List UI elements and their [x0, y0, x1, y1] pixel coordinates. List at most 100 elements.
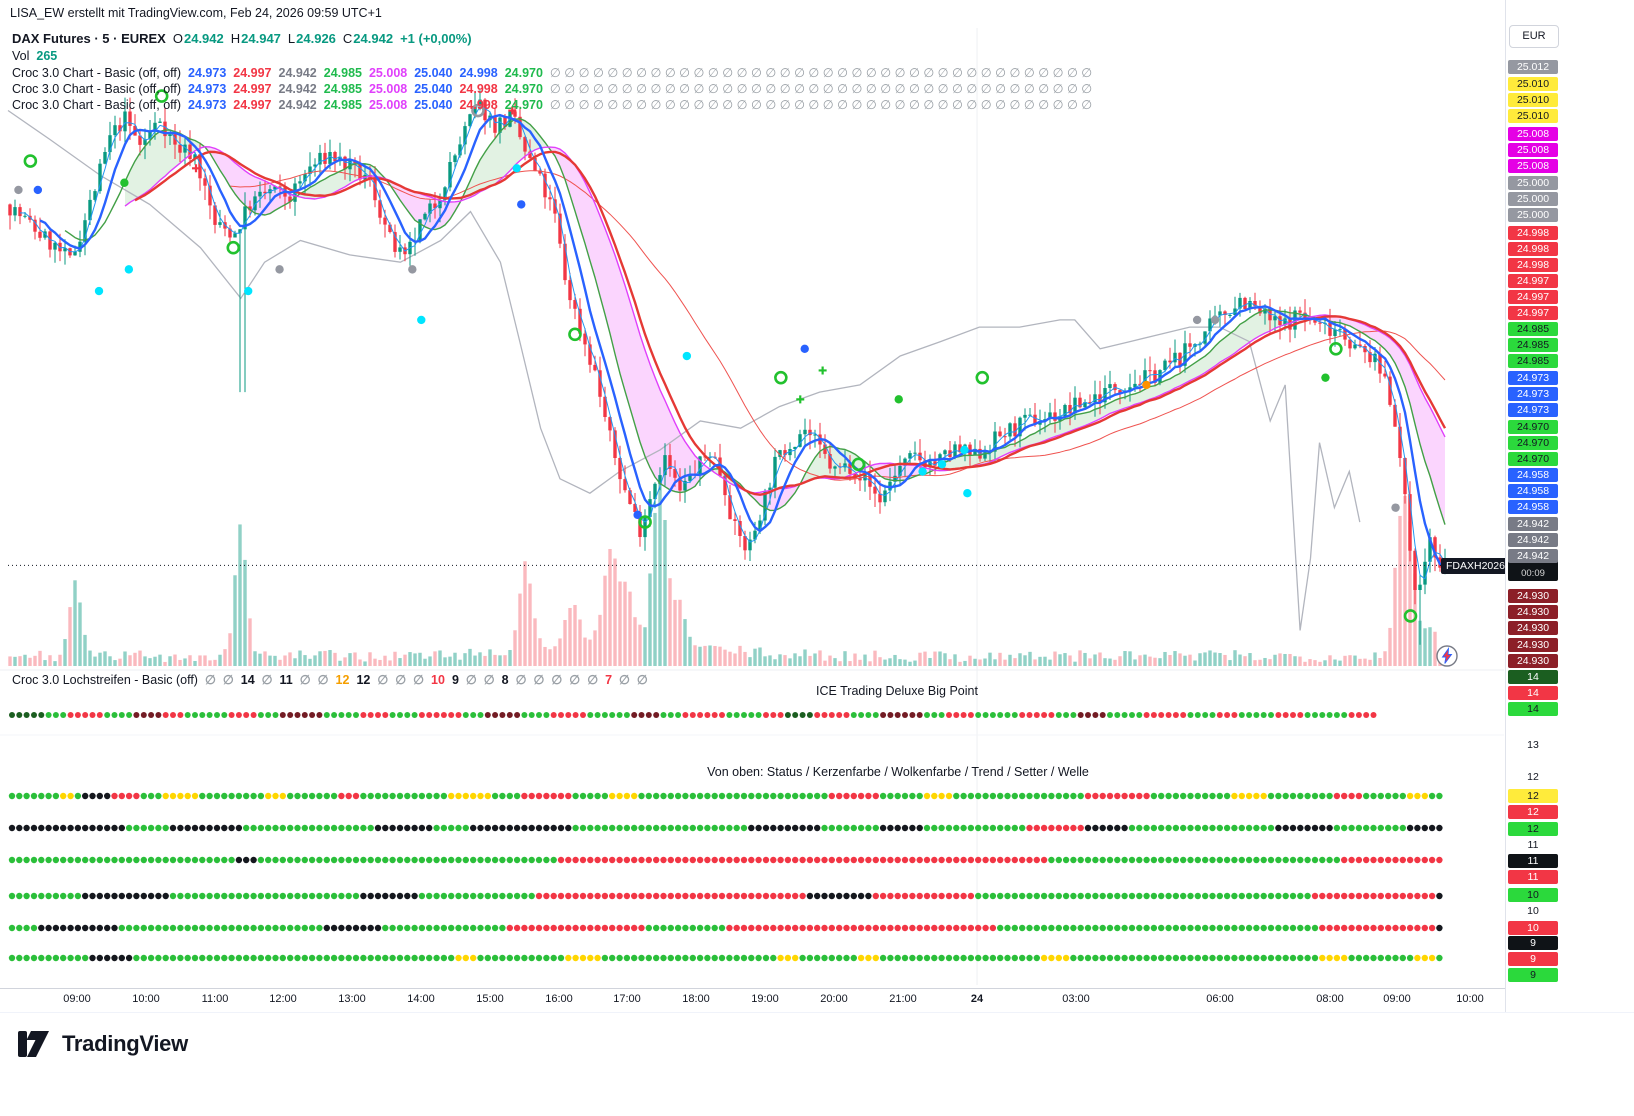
price-scale-label: 25.000	[1508, 176, 1558, 190]
price-scale-label: 24.985	[1508, 354, 1558, 368]
price-scale-label: 24.985	[1508, 338, 1558, 352]
legend-text: ∅	[551, 673, 563, 687]
legend-text: 25.040	[414, 66, 453, 80]
time-axis-label: 08:00	[1316, 993, 1344, 1005]
time-axis-label: 16:00	[545, 993, 573, 1005]
lochstreifen-legend[interactable]: Croc 3.0 Lochstreifen - Basic (off) ∅ ∅ 14 ∅…	[12, 672, 655, 687]
legend-text: 24.942	[183, 31, 224, 46]
price-scale-label: 12	[1527, 771, 1539, 783]
legend-text: Croc 3.0 Chart - Basic (off, off)	[12, 82, 182, 96]
von-oben-panel-title: Von oben: Status / Kerzenfarbe / Wolkenf…	[707, 765, 1089, 779]
price-scale-label: 24.973	[1508, 387, 1558, 401]
price-scale-label: 25.008	[1508, 127, 1558, 141]
volume-layer	[8, 481, 1447, 666]
price-scale-label: 9	[1508, 952, 1558, 966]
price-scale-label: 24.942	[1508, 533, 1558, 547]
tradingview-logo[interactable]: TradingView	[18, 1031, 188, 1057]
legend-text: 25.040	[414, 98, 453, 112]
time-axis-label: 12:00	[269, 993, 297, 1005]
price-scale-label: 25.000	[1508, 208, 1558, 222]
price-scale-label: 24.942	[1508, 549, 1558, 563]
legend-text: ∅	[483, 673, 495, 687]
price-scale-label: 24.958	[1508, 484, 1558, 498]
tradingview-logo-text: TradingView	[62, 1031, 188, 1056]
price-scale-label: 9	[1508, 936, 1558, 950]
big-point-panel-title: ICE Trading Deluxe Big Point	[816, 684, 978, 698]
legend-text: ∅ ∅ ∅ ∅ ∅ ∅ ∅ ∅ ∅ ∅ ∅ ∅ ∅ ∅ ∅ ∅ ∅ ∅ ∅ ∅ …	[549, 82, 1093, 96]
legend-text: ∅	[299, 673, 311, 687]
legend-text: C	[342, 31, 353, 46]
legend-text: 24.942	[353, 31, 394, 46]
croc-chart-legend-2[interactable]: Croc 3.0 Chart - Basic (off, off) 24.973 2…	[12, 81, 1099, 96]
instant-order-button[interactable]	[1435, 644, 1459, 668]
legend-text: 14	[240, 673, 255, 687]
legend-text: 24.970	[504, 66, 543, 80]
legend-text: 24.997	[233, 66, 272, 80]
time-axis-label: 18:00	[682, 993, 710, 1005]
legend-text: 10	[431, 673, 445, 687]
markers-layer	[14, 89, 1418, 623]
price-scale-label: 25.010	[1508, 77, 1558, 91]
price-scale-label: 14	[1508, 686, 1558, 700]
legend-text: ∅	[515, 673, 527, 687]
time-axis-label: 03:00	[1062, 993, 1090, 1005]
legend-text: ∅ ∅ ∅ ∅ ∅ ∅ ∅ ∅ ∅ ∅ ∅ ∅ ∅ ∅ ∅ ∅ ∅ ∅ ∅ ∅ …	[549, 98, 1093, 112]
price-scale[interactable]: EUR 24.942 00:09 25.012 25.010 25.010 25.01…	[1505, 0, 1634, 1012]
legend-text: ∅	[204, 673, 216, 687]
legend-text: 24.942	[278, 82, 317, 96]
legend-text: 24.973	[188, 66, 227, 80]
legend-text: 24.973	[188, 98, 227, 112]
legend-text: ∅	[261, 673, 273, 687]
price-scale-label: 24.998	[1508, 258, 1558, 272]
croc-chart-legend-3[interactable]: Croc 3.0 Chart - Basic (off, off) 24.973 2…	[12, 97, 1099, 112]
currency-button[interactable]: EUR	[1509, 25, 1559, 48]
time-axis-label: 13:00	[338, 993, 366, 1005]
legend-text: ∅	[569, 673, 581, 687]
legend-text: ∅	[465, 673, 477, 687]
price-scale-label: 24.997	[1508, 306, 1558, 320]
price-scale-label: 10	[1508, 888, 1558, 902]
legend-text: 25.008	[368, 66, 408, 80]
price-scale-label: 24.970	[1508, 436, 1558, 450]
price-scale-label: 13	[1527, 739, 1539, 751]
legend-text: 24.997	[233, 98, 272, 112]
legend-text: ∅	[533, 673, 545, 687]
price-scale-label: 24.973	[1508, 371, 1558, 385]
croc-chart-legend-1[interactable]: Croc 3.0 Chart - Basic (off, off) 24.973 2…	[12, 65, 1099, 80]
symbol-legend[interactable]: DAX Futures · 5 · EUREX O24.942 H24.947 L24…	[12, 31, 479, 46]
chart-canvas[interactable]	[0, 0, 1504, 988]
price-scale-label: 25.008	[1508, 159, 1558, 173]
price-scale-label: 14	[1508, 670, 1558, 684]
time-axis-label: 06:00	[1206, 993, 1234, 1005]
legend-text: 24.970	[504, 82, 543, 96]
legend-text: 24.998	[459, 82, 498, 96]
legend-text: 24.997	[233, 82, 272, 96]
time-axis-label: 17:00	[613, 993, 641, 1005]
legend-text: Croc 3.0 Lochstreifen - Basic (off)	[12, 673, 198, 687]
price-scale-label: 9	[1508, 968, 1558, 982]
legend-text: 24.985	[323, 66, 362, 80]
legend-text: ∅	[413, 673, 425, 687]
legend-text: 25.008	[368, 82, 408, 96]
legend-text: 9	[451, 673, 459, 687]
price-scale-label: 10	[1508, 921, 1558, 935]
price-scale-label: 25.012	[1508, 60, 1558, 74]
price-scale-label: 11	[1508, 854, 1558, 868]
legend-text: H	[230, 31, 241, 46]
legend-text: ∅	[636, 673, 648, 687]
chart-watermark: LISA_EW erstellt mit TradingView.com, Fe…	[10, 6, 382, 20]
time-axis-label: 10:00	[132, 993, 160, 1005]
time-axis-label: 10:00	[1456, 993, 1484, 1005]
price-scale-label: 24.997	[1508, 274, 1558, 288]
legend-text: 24.998	[459, 98, 498, 112]
time-axis[interactable]: 09:00 10:00 11:00 12:00 13:00 14:00 15:00 16:00…	[0, 988, 1505, 1013]
lightning-icon	[1436, 645, 1458, 667]
price-scale-label: 14	[1508, 702, 1558, 716]
legend-text: L	[287, 31, 296, 46]
price-scale-label: 24.930	[1508, 621, 1558, 635]
legend-text: 24.985	[323, 82, 362, 96]
volume-value: 265	[36, 49, 58, 63]
legend-text: ∅	[377, 673, 389, 687]
volume-legend[interactable]: Vol 265	[12, 49, 64, 63]
footer: TradingView	[0, 1012, 1634, 1116]
